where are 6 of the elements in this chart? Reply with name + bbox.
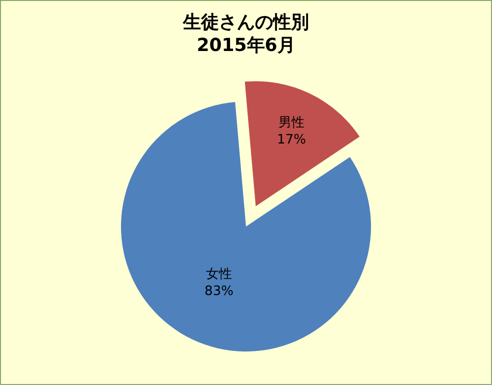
slice-label: 女性	[206, 266, 232, 282]
slice-label: 男性	[278, 116, 305, 131]
data-label: 17%	[277, 132, 306, 148]
data-label: 83%	[204, 284, 234, 299]
chart-title: 生徒さんの性別	[182, 12, 309, 33]
chart-subtitle: 2015年6月	[196, 35, 296, 56]
